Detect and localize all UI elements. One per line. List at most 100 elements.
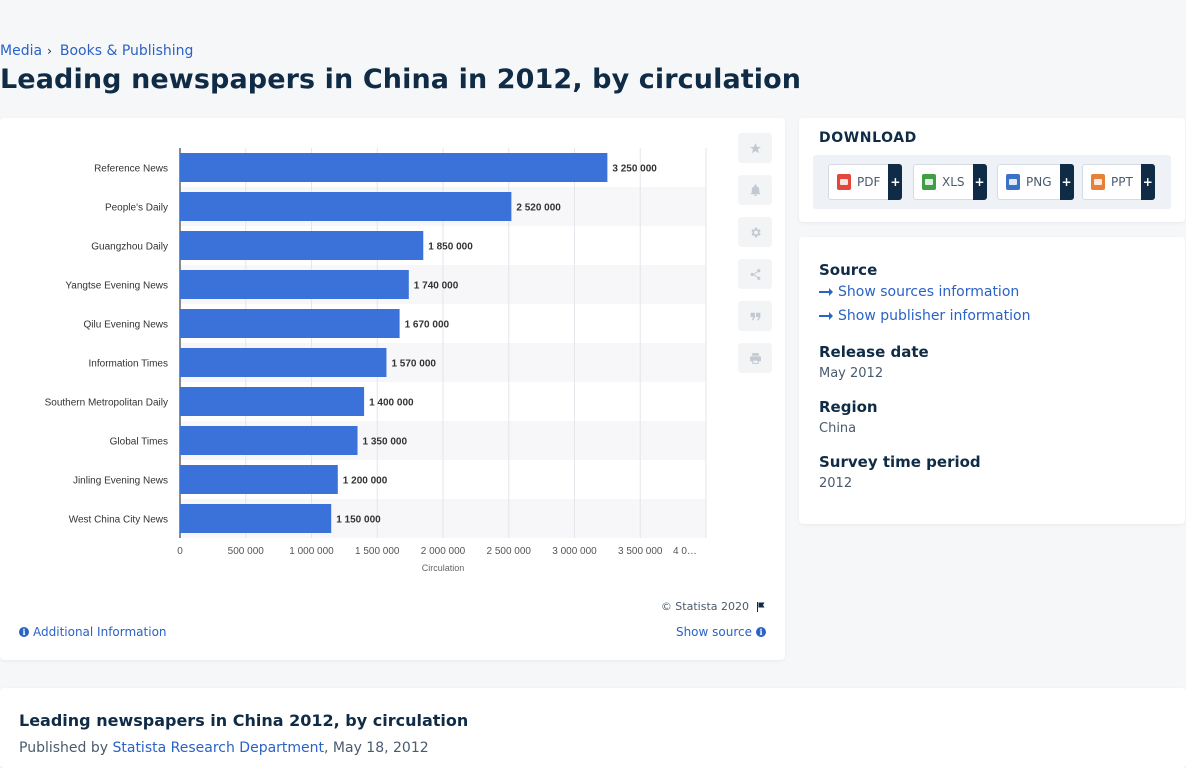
category-label: Jinling Evening News — [73, 476, 168, 487]
settings-button[interactable] — [738, 217, 772, 247]
value-label: 1 740 000 — [414, 281, 459, 292]
gear-icon — [750, 227, 761, 237]
release-date-value: May 2012 — [819, 366, 884, 381]
bar[interactable] — [180, 270, 409, 299]
download-buttons: PDF + XLS + PNG + PPT + — [813, 155, 1171, 209]
x-axis-title: Circulation — [422, 563, 465, 573]
share-icon — [750, 268, 760, 280]
show-source-link[interactable]: Show source i — [676, 625, 766, 639]
arrow-right-icon — [819, 312, 833, 320]
info-icon: i — [756, 627, 766, 637]
bar[interactable] — [180, 465, 338, 494]
show-source-label: Show source — [675, 625, 752, 639]
published-by: Published by Statista Research Departmen… — [19, 740, 429, 756]
value-label: 2 520 000 — [516, 203, 561, 214]
download-xls-button[interactable]: XLS + — [913, 164, 987, 200]
value-label: 1 200 000 — [343, 476, 388, 487]
category-label: Global Times — [110, 437, 168, 448]
print-button[interactable] — [738, 343, 772, 373]
value-label: 1 400 000 — [369, 398, 414, 409]
release-date-label: Release date — [819, 343, 929, 361]
download-pdf-label: PDF — [857, 175, 881, 189]
bar[interactable] — [180, 348, 387, 377]
value-label: 1 570 000 — [391, 359, 436, 370]
source-label: Source — [819, 261, 878, 279]
show-sources-label: Show sources information — [838, 284, 1020, 300]
breadcrumb: Media › Books & Publishing — [0, 43, 193, 59]
category-label: Qilu Evening News — [84, 320, 168, 331]
x-tick-label: 0 — [177, 546, 183, 557]
download-pdf-plus[interactable]: + — [888, 164, 903, 200]
download-png-button[interactable]: PNG + — [997, 164, 1074, 200]
additional-information-link[interactable]: i Additional Information — [19, 625, 167, 639]
region-value: China — [819, 421, 857, 436]
ppt-file-icon — [1091, 174, 1105, 190]
download-pdf-button[interactable]: PDF + — [828, 164, 903, 200]
notification-button[interactable] — [738, 175, 772, 205]
additional-information-label: Additional Information — [33, 625, 167, 639]
value-label: 1 150 000 — [336, 515, 381, 526]
bar[interactable] — [180, 231, 424, 260]
pdf-file-icon — [837, 174, 851, 190]
published-date: , May 18, 2012 — [324, 740, 429, 756]
show-sources-link[interactable]: Show sources information — [819, 284, 1019, 300]
download-ppt-plus[interactable]: + — [1140, 164, 1155, 200]
x-tick-label: 1 000 000 — [289, 546, 334, 557]
flag-icon — [757, 601, 765, 612]
download-xls-label: XLS — [942, 175, 965, 189]
arrow-right-icon — [819, 288, 833, 296]
download-png-plus[interactable]: + — [1059, 164, 1074, 200]
download-card: DOWNLOAD PDF + XLS + PNG + PPT + — [799, 118, 1185, 222]
info-icon: i — [19, 627, 29, 637]
category-label: Yangtse Evening News — [65, 281, 168, 292]
category-label: Guangzhou Daily — [91, 242, 168, 253]
survey-period-label: Survey time period — [819, 453, 981, 471]
value-label: 3 250 000 — [612, 164, 657, 175]
download-png-label: PNG — [1026, 175, 1052, 189]
value-label: 1 670 000 — [405, 320, 450, 331]
bar[interactable] — [180, 309, 400, 338]
x-tick-label: 4 0… — [673, 546, 697, 557]
copyright-text: © Statista 2020 — [660, 600, 749, 613]
favorite-button[interactable] — [738, 133, 772, 163]
page-title: Leading newspapers in China in 2012, by … — [0, 64, 802, 95]
print-icon — [749, 352, 761, 364]
published-prefix: Published by — [19, 740, 109, 756]
breadcrumb-books-publishing[interactable]: Books & Publishing — [59, 43, 194, 59]
bell-icon — [750, 184, 760, 196]
bar[interactable] — [180, 387, 365, 416]
png-file-icon — [1006, 174, 1020, 190]
statista-copyright[interactable]: © Statista 2020 — [661, 600, 767, 613]
download-xls-plus[interactable]: + — [972, 164, 987, 200]
breadcrumb-separator: › — [47, 44, 52, 58]
value-label: 1 850 000 — [428, 242, 473, 253]
share-button[interactable] — [738, 259, 772, 289]
cite-button[interactable] — [738, 301, 772, 331]
value-label: 1 350 000 — [363, 437, 408, 448]
x-tick-label: 1 500 000 — [355, 546, 400, 557]
bar[interactable] — [180, 426, 358, 455]
breadcrumb-media[interactable]: Media — [0, 43, 43, 59]
show-publisher-label: Show publisher information — [838, 308, 1031, 324]
category-label: West China City News — [69, 515, 168, 526]
statistic-details-card: Source Show sources information Show pub… — [799, 237, 1185, 524]
bar[interactable] — [180, 153, 608, 182]
download-ppt-label: PPT — [1111, 175, 1133, 189]
download-title: DOWNLOAD — [819, 130, 917, 146]
show-publisher-link[interactable]: Show publisher information — [819, 308, 1030, 324]
publisher-link[interactable]: Statista Research Department — [112, 740, 325, 756]
x-tick-label: 2 500 000 — [487, 546, 532, 557]
bar[interactable] — [180, 504, 332, 533]
description-card: Leading newspapers in China 2012, by cir… — [0, 688, 1186, 768]
quote-icon — [750, 312, 760, 320]
star-icon — [749, 142, 761, 153]
xls-file-icon — [922, 174, 936, 190]
bar-chart: Reference News 3 250 000 People's Daily 2 5… — [45, 148, 707, 573]
download-ppt-button[interactable]: PPT + — [1082, 164, 1155, 200]
chart-card: Reference News 3 250 000 People's Daily 2 5… — [0, 118, 785, 660]
description-title: Leading newspapers in China 2012, by cir… — [19, 711, 469, 730]
category-label: Reference News — [94, 164, 168, 175]
region-label: Region — [819, 398, 878, 416]
x-tick-label: 3 000 000 — [552, 546, 597, 557]
bar[interactable] — [180, 192, 512, 221]
